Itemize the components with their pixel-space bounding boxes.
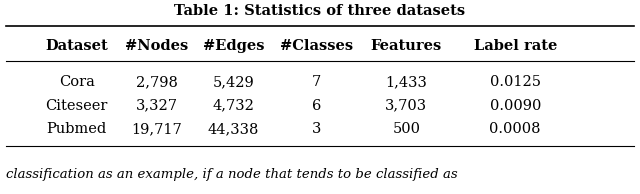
Text: 2,798: 2,798 <box>136 75 178 89</box>
Text: 5,429: 5,429 <box>212 75 255 89</box>
Text: Pubmed: Pubmed <box>47 122 107 136</box>
Text: #Classes: #Classes <box>280 39 353 53</box>
Text: 6: 6 <box>312 99 321 113</box>
Text: #Nodes: #Nodes <box>125 39 188 53</box>
Text: Features: Features <box>371 39 442 53</box>
Text: 1,433: 1,433 <box>385 75 428 89</box>
Text: #Edges: #Edges <box>203 39 264 53</box>
Text: 3,703: 3,703 <box>385 99 428 113</box>
Text: Dataset: Dataset <box>45 39 108 53</box>
Text: 0.0125: 0.0125 <box>490 75 541 89</box>
Text: 0.0008: 0.0008 <box>490 122 541 136</box>
Text: 500: 500 <box>392 122 420 136</box>
Text: 3,327: 3,327 <box>136 99 178 113</box>
Text: 0.0090: 0.0090 <box>490 99 541 113</box>
Text: 44,338: 44,338 <box>208 122 259 136</box>
Text: 19,717: 19,717 <box>131 122 182 136</box>
Text: Table 1: Statistics of three datasets: Table 1: Statistics of three datasets <box>175 4 465 18</box>
Text: classification as an example, if a node that tends to be classified as: classification as an example, if a node … <box>6 168 458 181</box>
Text: 3: 3 <box>312 122 321 136</box>
Text: Label rate: Label rate <box>474 39 557 53</box>
Text: Cora: Cora <box>59 75 95 89</box>
Text: 4,732: 4,732 <box>212 99 255 113</box>
Text: Citeseer: Citeseer <box>45 99 108 113</box>
Text: 7: 7 <box>312 75 321 89</box>
